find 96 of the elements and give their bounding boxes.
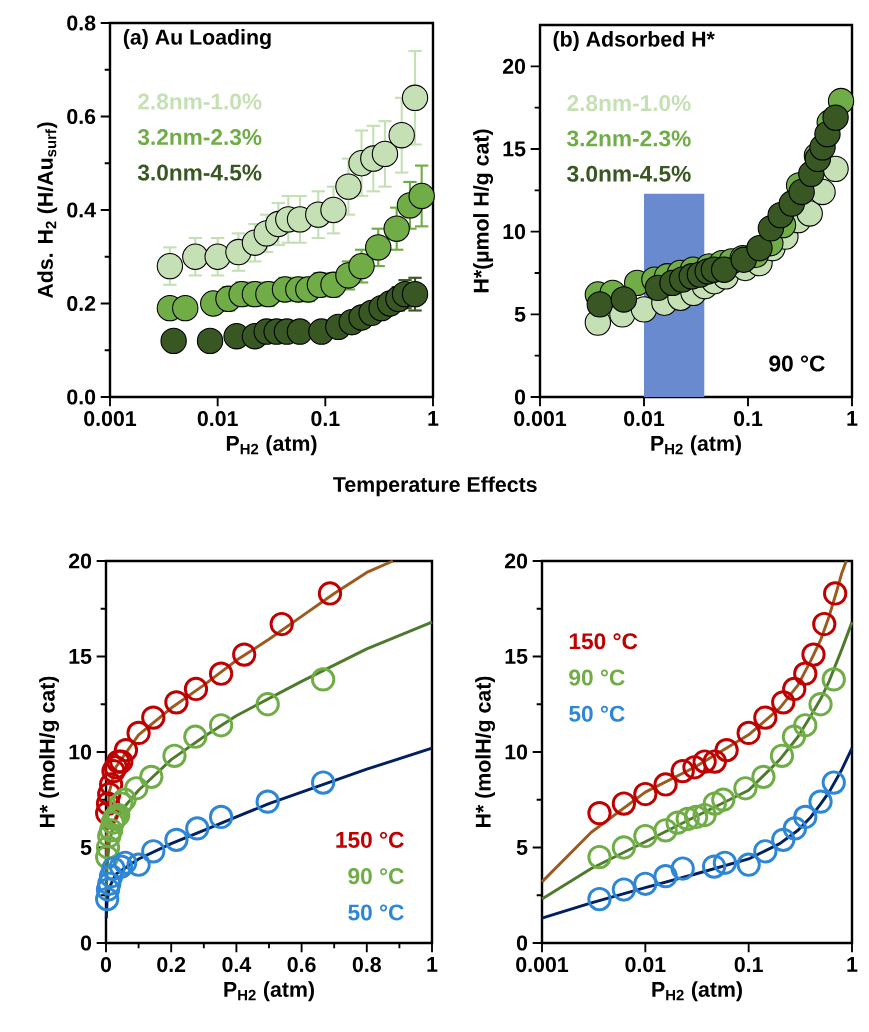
y-tick-label: 20 xyxy=(502,58,526,74)
text: 3.2nm-2.3% xyxy=(567,130,691,147)
x-tick-label: 0.1 xyxy=(734,411,763,427)
y-tick-label: 5 xyxy=(80,840,92,855)
y-tick-label: 0.6 xyxy=(67,108,96,125)
point xyxy=(232,642,257,667)
y-tick-label: 5 xyxy=(516,840,528,855)
x-axis-title: P$_{H2}$ (atm) xyxy=(224,981,314,1002)
y-tick-label: 20 xyxy=(504,553,528,569)
point xyxy=(255,789,280,814)
y-tick-label: 15 xyxy=(505,649,528,664)
annotation: 90 °C xyxy=(769,355,825,372)
text: 2.8nm-1.0% xyxy=(567,95,691,112)
point xyxy=(183,676,209,702)
x-tick-label: 0.01 xyxy=(197,411,238,427)
y-tick-label: 0.2 xyxy=(67,295,96,312)
point xyxy=(97,871,122,896)
point xyxy=(97,823,122,849)
text: 50 °C xyxy=(569,705,625,722)
point xyxy=(208,661,234,686)
point xyxy=(310,667,336,692)
text: 50 °C xyxy=(348,904,404,921)
y-tick-label: 15 xyxy=(69,649,92,664)
point xyxy=(95,886,120,912)
x-tick-label: 0.1 xyxy=(734,957,763,973)
point xyxy=(101,856,126,881)
chart-title: (b) Adsorbed H* xyxy=(553,31,715,51)
point xyxy=(113,737,139,763)
x-tick-label: 0.001 xyxy=(516,957,569,973)
x-tick-label: 0.1 xyxy=(311,411,340,427)
y-tick-label: 0 xyxy=(514,389,526,405)
x-axis-title: P$_{H2}$ (atm) xyxy=(226,435,317,456)
text: 3.0nm-4.5% xyxy=(567,165,691,182)
point xyxy=(162,743,187,768)
point xyxy=(255,692,280,717)
point xyxy=(95,835,121,860)
y-tick-label: 15 xyxy=(503,141,526,157)
text: 3.2nm-2.3% xyxy=(137,129,262,146)
y-tick-label: 0 xyxy=(516,935,528,951)
y-tick-label: 10 xyxy=(69,744,92,760)
point xyxy=(183,724,208,749)
y-axis-title: H* (molH/g cat) xyxy=(39,676,60,828)
x-axis-title: P$_{H2}$ (atm) xyxy=(652,981,742,1002)
text: 3.0nm-4.5% xyxy=(137,164,262,181)
point xyxy=(208,713,234,738)
point xyxy=(124,776,149,801)
point xyxy=(113,850,138,875)
x-tick-label: 0.001 xyxy=(514,411,567,427)
chart-title: Temperature Effects xyxy=(333,476,537,497)
x-tick-label: 1 xyxy=(427,957,438,972)
x-tick-label: 1 xyxy=(847,411,858,426)
y-tick-label: 5 xyxy=(514,306,526,322)
point xyxy=(95,877,121,902)
point xyxy=(164,690,189,715)
point xyxy=(98,864,124,889)
y-tick-label: 0.8 xyxy=(67,15,96,31)
point xyxy=(141,839,166,864)
x-tick-label: 0.01 xyxy=(625,957,666,973)
x-tick-label: 0.2 xyxy=(157,957,186,973)
x-tick-label: 0 xyxy=(100,957,112,973)
text: 2.8nm-1.0% xyxy=(138,93,262,110)
x-tick-label: 0.001 xyxy=(84,411,137,427)
point xyxy=(126,852,151,877)
point xyxy=(141,705,166,730)
text: 150 °C xyxy=(336,831,404,848)
y-tick-label: 0.0 xyxy=(67,389,96,405)
y-axis-title: H*(µmol H/g cat) xyxy=(473,129,494,293)
x-tick-label: 0.6 xyxy=(287,957,316,973)
text: 90 °C xyxy=(569,669,625,686)
point xyxy=(164,827,189,852)
point xyxy=(269,611,294,637)
point xyxy=(185,816,210,841)
text: 90 °C xyxy=(348,868,404,885)
chart-title: (a) Au Loading xyxy=(123,29,271,50)
x-tick-label: 0.4 xyxy=(222,957,252,973)
point xyxy=(108,854,134,879)
text: 150 °C xyxy=(569,633,638,650)
point xyxy=(208,804,234,830)
y-axis-title: Ads. H$_{2}$ (H/Au$_{surf}$) xyxy=(37,122,58,299)
y-tick-label: 20 xyxy=(68,553,92,569)
y-tick-label: 0.4 xyxy=(67,202,96,218)
point xyxy=(139,764,164,789)
x-tick-label: 1 xyxy=(847,957,858,972)
point xyxy=(98,818,124,843)
y-tick-label: 10 xyxy=(503,224,526,240)
point xyxy=(98,772,124,797)
y-tick-label: 0 xyxy=(80,935,92,951)
point xyxy=(317,581,343,606)
y-axis-title: H* (molH/g cat) xyxy=(475,676,496,828)
x-tick-label: 1 xyxy=(428,411,439,426)
point xyxy=(126,720,151,746)
point xyxy=(310,770,336,795)
x-tick-label: 0.8 xyxy=(352,957,381,973)
x-axis-title: P$_{H2}$ (atm) xyxy=(651,435,741,456)
y-tick-label: 10 xyxy=(505,744,528,760)
x-tick-label: 0.01 xyxy=(624,411,665,427)
